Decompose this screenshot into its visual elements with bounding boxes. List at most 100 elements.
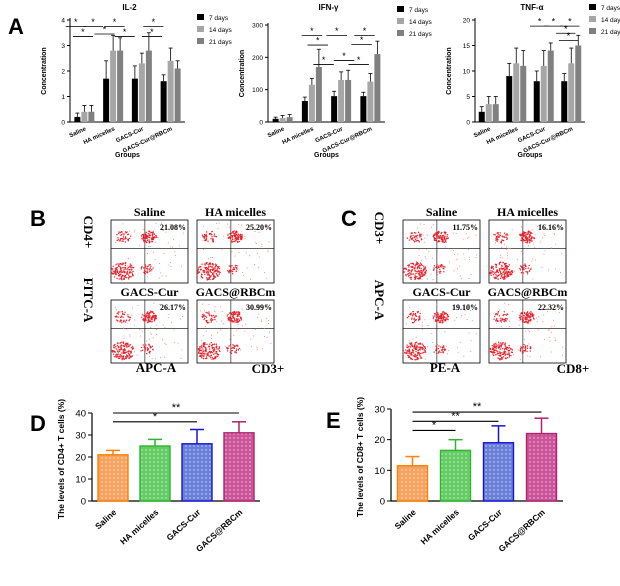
flow-event bbox=[434, 319, 437, 321]
flow-event bbox=[235, 238, 238, 240]
flow-event-sparse bbox=[499, 254, 501, 256]
flow-event bbox=[417, 351, 419, 354]
a-bar-1-2-0 bbox=[331, 96, 338, 122]
flow-event-sparse bbox=[170, 246, 172, 248]
flow-event bbox=[150, 231, 153, 234]
flow-event bbox=[144, 346, 147, 348]
flow-event bbox=[523, 239, 525, 241]
flow-event bbox=[504, 345, 507, 347]
flow-percent-1: 16.16% bbox=[538, 223, 564, 232]
flow-event bbox=[411, 349, 414, 351]
flow-event bbox=[118, 357, 121, 360]
flow-event bbox=[530, 311, 532, 313]
flow-event-sparse bbox=[173, 342, 175, 344]
flow-event-sparse bbox=[475, 257, 477, 259]
flow-event bbox=[150, 311, 152, 314]
flow-event-sparse bbox=[432, 257, 434, 259]
flow-event bbox=[155, 317, 158, 320]
flow-event bbox=[414, 270, 416, 272]
flow-event bbox=[153, 319, 156, 321]
panel-label-e: E bbox=[326, 408, 341, 433]
flow-event bbox=[526, 233, 528, 236]
flow-event bbox=[412, 263, 415, 265]
flow-event bbox=[117, 351, 119, 353]
flow-event bbox=[205, 357, 208, 360]
flow-event bbox=[233, 317, 236, 319]
flow-event bbox=[443, 315, 445, 318]
flow-event-sparse bbox=[457, 258, 459, 260]
flow-event-sparse bbox=[267, 251, 269, 253]
flow-event bbox=[129, 344, 132, 346]
flow-event bbox=[529, 234, 531, 237]
flow-event-sparse bbox=[530, 269, 532, 271]
flow-event-sparse bbox=[537, 225, 539, 227]
flow-event-sparse bbox=[412, 346, 414, 348]
flow-event bbox=[439, 317, 441, 319]
flow-event bbox=[510, 354, 512, 357]
flow-event bbox=[409, 344, 412, 346]
flow-event bbox=[506, 313, 508, 315]
flow-event-sparse bbox=[407, 348, 409, 350]
flow-event bbox=[213, 233, 216, 235]
flow-event bbox=[144, 240, 147, 242]
flow-event bbox=[524, 231, 527, 234]
flow-event bbox=[237, 241, 239, 244]
flow-event bbox=[202, 345, 205, 348]
flow-event bbox=[121, 341, 123, 343]
flow-event-sparse bbox=[221, 320, 223, 322]
flow-event bbox=[490, 350, 493, 352]
flow-event bbox=[419, 275, 422, 278]
flow-event-sparse bbox=[470, 310, 472, 312]
flow-event-sparse bbox=[500, 273, 502, 275]
flow-event-sparse bbox=[268, 331, 270, 333]
flow-event bbox=[445, 312, 447, 314]
flow-event-sparse bbox=[177, 342, 179, 344]
flow-event-sparse bbox=[180, 265, 182, 267]
flow-event bbox=[498, 345, 501, 347]
flow-event bbox=[416, 271, 418, 273]
flow-event-sparse bbox=[455, 259, 457, 261]
flow-event bbox=[524, 234, 527, 236]
flow-event bbox=[208, 278, 210, 280]
flow-event-sparse bbox=[460, 277, 462, 279]
flow-event bbox=[406, 273, 409, 275]
flow-event bbox=[110, 272, 113, 274]
flow-event bbox=[490, 269, 492, 272]
flow-event-sparse bbox=[535, 259, 537, 261]
flow-event-sparse bbox=[548, 269, 550, 271]
flow-event bbox=[445, 237, 448, 240]
a-sig-star: * bbox=[113, 17, 117, 27]
flow-event bbox=[409, 269, 411, 272]
flow-event bbox=[495, 239, 497, 241]
flow-event bbox=[442, 321, 444, 324]
flow-event-sparse bbox=[409, 306, 411, 308]
flow-event-sparse bbox=[507, 247, 509, 249]
flow-event-sparse bbox=[512, 350, 514, 352]
flow-event-sparse bbox=[258, 313, 260, 315]
flow-event bbox=[236, 313, 239, 316]
flow-event bbox=[441, 348, 444, 351]
flow-event-sparse bbox=[411, 344, 413, 346]
flow-event-sparse bbox=[418, 343, 420, 345]
e-ytick-label: 10 bbox=[374, 466, 385, 477]
a-ytick-label: 1 bbox=[61, 94, 65, 101]
flow-event bbox=[231, 273, 234, 275]
flow-event bbox=[412, 266, 414, 268]
flow-event bbox=[493, 318, 495, 320]
flow-event bbox=[414, 342, 417, 344]
flow-event-sparse bbox=[405, 323, 407, 325]
flow-event-sparse bbox=[417, 320, 419, 322]
flow-event bbox=[122, 316, 124, 318]
flow-event bbox=[229, 265, 232, 267]
a-legend-label: 14 days bbox=[601, 17, 620, 24]
flow-event-sparse bbox=[514, 270, 516, 272]
flow-event bbox=[407, 264, 410, 266]
flow-event bbox=[412, 237, 414, 239]
flow-event bbox=[113, 344, 115, 347]
flow-event bbox=[212, 240, 215, 243]
flow-event bbox=[440, 318, 443, 320]
flow-event bbox=[421, 272, 423, 274]
a-legend-swatch bbox=[397, 6, 404, 12]
flow-event bbox=[229, 311, 231, 314]
flow-event bbox=[239, 236, 242, 239]
